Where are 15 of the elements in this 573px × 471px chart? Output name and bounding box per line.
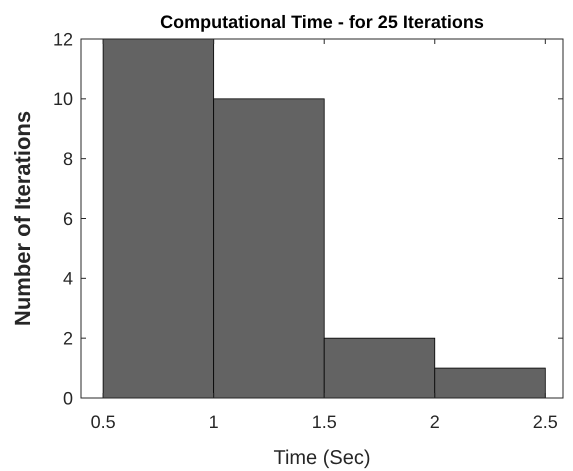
x-tick-label: 1.5 bbox=[312, 412, 337, 432]
x-tick-label: 2 bbox=[430, 412, 440, 432]
y-tick-label: 0 bbox=[62, 388, 73, 408]
y-tick-label: 8 bbox=[62, 148, 73, 169]
y-axis-title: Number of Iterations bbox=[10, 110, 35, 326]
x-tick-label: 2.5 bbox=[532, 412, 558, 432]
y-tick-label: 12 bbox=[52, 29, 73, 50]
x-axis-title: Time (Sec) bbox=[273, 447, 371, 469]
y-tick-label: 2 bbox=[62, 328, 73, 348]
y-tick-label: 10 bbox=[52, 89, 73, 110]
x-tick-label: 0.5 bbox=[90, 412, 116, 432]
chart-title: Computational Time - for 25 Iterations bbox=[160, 12, 484, 32]
y-tick-label: 6 bbox=[62, 208, 73, 229]
x-tick-label: 1 bbox=[208, 412, 219, 432]
y-tick-label: 4 bbox=[62, 268, 73, 289]
